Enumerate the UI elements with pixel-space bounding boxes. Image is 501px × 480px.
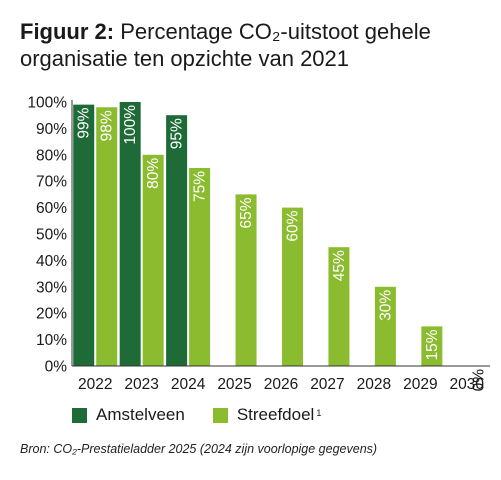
bar-data-label: 100% [122, 105, 139, 145]
legend-swatch-amstelveen [72, 407, 87, 423]
chart-title: Figuur 2: Percentage CO₂-uitstoot gehele… [20, 18, 490, 72]
bar-streefdoel [282, 207, 303, 366]
y-tick-label: 80% [36, 147, 67, 164]
bar-streefdoel [374, 286, 396, 366]
y-tick-label: 60% [36, 200, 67, 217]
x-tick-label: 2024 [171, 376, 206, 393]
bar-data-label: 0% [470, 369, 487, 392]
bar-data-label: 30% [377, 290, 394, 321]
y-tick-label: 90% [36, 121, 67, 138]
x-tick-label: 2022 [78, 376, 112, 393]
y-tick-label: 70% [36, 174, 67, 191]
bar-streefdoel [96, 107, 118, 366]
x-tick-label: 2028 [357, 376, 391, 393]
legend-footnote-marker: 1 [316, 408, 322, 418]
x-tick-label: 2026 [264, 376, 298, 393]
bar-data-label: 15% [424, 329, 441, 360]
y-tick-label: 40% [36, 253, 67, 270]
legend-swatch-streefdoel [212, 407, 228, 423]
legend-label-streefdoel: Streefdoel [236, 405, 315, 424]
x-tick-label: 2029 [403, 376, 437, 393]
bar-amstelveen [73, 104, 95, 366]
x-tick-label: 2023 [124, 376, 158, 393]
x-tick-label: 2027 [310, 376, 344, 393]
x-tick-label: 2025 [217, 376, 251, 393]
bar-streefdoel [421, 326, 443, 366]
bar-data-label: 60% [285, 210, 302, 241]
bar-data-label: 45% [331, 250, 348, 281]
y-tick-label: 100% [27, 95, 67, 112]
bar-amstelveen [119, 102, 141, 366]
bar-amstelveen [166, 115, 188, 366]
y-tick-label: 50% [36, 227, 67, 244]
y-tick-label: 20% [36, 306, 67, 323]
y-tick-label: 30% [36, 279, 67, 296]
source-note: Bron: CO₂-Prestatieladder 2025 (2024 zij… [20, 442, 378, 456]
y-tick-label: 10% [36, 332, 67, 349]
bar-data-label: 95% [169, 118, 186, 149]
figure-title-text: Percentage CO₂-uitstoot gehele organisat… [20, 19, 431, 71]
bar-streefdoel [235, 194, 257, 366]
bar-streefdoel [142, 154, 164, 366]
bar-streefdoel [328, 247, 350, 366]
bar-streefdoel [189, 168, 211, 366]
legend-item-amstelveen: Amstelveen [72, 405, 185, 425]
bar-data-label: 99% [76, 107, 93, 138]
legend: Amstelveen Streefdoel 1 [72, 405, 349, 425]
bar-data-label: 75% [192, 171, 209, 202]
bar-data-label: 80% [145, 158, 162, 189]
legend-item-streefdoel: Streefdoel 1 [212, 405, 322, 425]
figure-number: Figuur 2: [20, 19, 115, 44]
bar-data-label: 65% [238, 197, 255, 228]
x-tick-label: 2030 [450, 376, 485, 393]
bar-data-label: 98% [99, 110, 116, 141]
y-tick-label: 0% [45, 359, 68, 376]
legend-label-amstelveen: Amstelveen [96, 405, 185, 424]
